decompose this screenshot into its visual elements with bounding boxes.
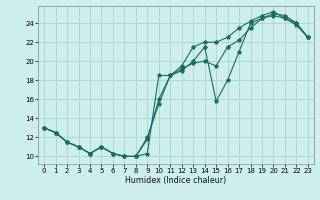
- X-axis label: Humidex (Indice chaleur): Humidex (Indice chaleur): [125, 176, 227, 185]
